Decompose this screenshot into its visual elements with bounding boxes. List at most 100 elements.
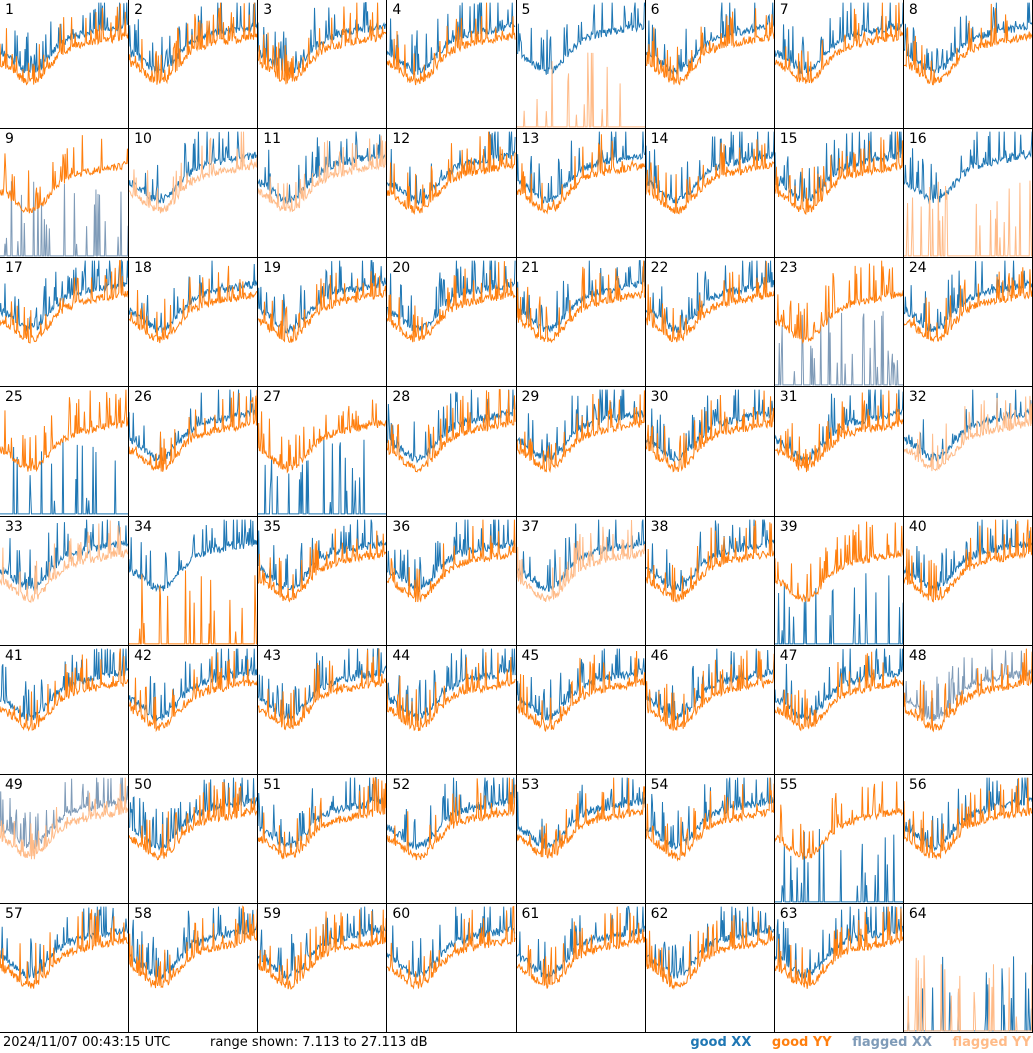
xx-series-line: [904, 648, 1032, 720]
antenna-panel: 36: [387, 516, 517, 646]
xx-series-line: [387, 648, 515, 720]
panel-number: 51: [263, 776, 282, 793]
spectrum-plot: [258, 775, 386, 903]
panel-number: 26: [134, 389, 152, 406]
panel-number: 49: [5, 776, 23, 793]
panel-number: 28: [392, 389, 411, 406]
panel-number: 38: [650, 518, 669, 535]
antenna-panel: 27: [258, 387, 388, 517]
legend-good-xx: good XX: [690, 1035, 752, 1050]
antenna-panel: 26: [129, 387, 259, 517]
antenna-panel: 17: [0, 258, 130, 388]
antenna-panel: 53: [516, 774, 646, 904]
yy-series-line: [0, 261, 128, 343]
spectrum-plot: [258, 517, 386, 645]
yy-series-line: [775, 261, 903, 343]
yy-series-line: [904, 519, 1032, 601]
yy-series-line: [646, 8, 774, 84]
xx-series-line: [646, 132, 774, 204]
panel-number: 48: [908, 647, 927, 664]
panel-number: 58: [134, 905, 152, 922]
panel-number: 41: [5, 647, 23, 664]
yy-series-line: [258, 136, 386, 212]
spectrum-plot: [129, 775, 257, 903]
yy-series-line: [129, 651, 257, 731]
spectrum-plot: [129, 904, 257, 1032]
yy-series-line: [517, 651, 645, 731]
spectrum-plot: [646, 517, 774, 645]
antenna-panel: 14: [645, 129, 775, 259]
antenna-panel: 4: [387, 0, 517, 130]
xx-series-line: [258, 648, 386, 719]
spectrum-plot: [775, 904, 903, 1032]
antenna-panel: 52: [387, 774, 517, 904]
spectrum-plot: [646, 0, 774, 128]
antenna-panel: 28: [387, 387, 517, 517]
antenna-panel: 11: [258, 129, 388, 259]
spectrum-plot: [517, 0, 645, 128]
spectrum-plot: [775, 387, 903, 515]
spectrum-plot: [775, 517, 903, 645]
xx-series-line: [775, 648, 903, 719]
yy-series-line: [387, 906, 515, 988]
antenna-panel: 34: [129, 516, 259, 646]
antenna-panel: 7: [774, 0, 904, 130]
antenna-panel: 3: [258, 0, 388, 130]
yy-series-line: [387, 777, 515, 860]
spectrum-plot: [517, 387, 645, 515]
panel-number: 53: [521, 776, 540, 793]
panel-number: 46: [650, 647, 669, 664]
antenna-panel: 8: [903, 0, 1033, 130]
antenna-panel: 22: [645, 258, 775, 388]
antenna-panel: 60: [387, 903, 517, 1033]
antenna-panel: 10: [129, 129, 259, 259]
yy-series-line: [517, 777, 645, 858]
spectrum-plot: [387, 904, 515, 1032]
panel-number: 54: [650, 776, 669, 793]
yy-series-line: [517, 519, 645, 601]
antenna-panel: 54: [645, 774, 775, 904]
antenna-panel: 21: [516, 258, 646, 388]
antenna-panel: 16: [903, 129, 1033, 259]
antenna-panel: 23: [774, 258, 904, 388]
yy-series-line: [258, 777, 386, 858]
spectrum-plot: [904, 387, 1032, 515]
antenna-panel: 61: [516, 903, 646, 1033]
antenna-panel: 55: [774, 774, 904, 904]
spectrum-plot: [775, 646, 903, 774]
spectrum-plot: [129, 129, 257, 257]
spectrum-plot: [387, 775, 515, 903]
xx-series-line: [517, 648, 645, 720]
panel-number: 50: [134, 776, 152, 793]
antenna-panel: 13: [516, 129, 646, 259]
yy-series-line: [775, 391, 903, 473]
spectrum-plot: [517, 129, 645, 257]
panel-number: 56: [908, 776, 927, 793]
antenna-panel: 5: [516, 0, 646, 130]
antenna-panel: 62: [645, 903, 775, 1033]
yy-series-line: [387, 519, 515, 601]
footer: 2024/11/07 00:43:15 UTC range shown: 7.1…: [0, 1033, 1033, 1053]
yy-series-line: [775, 906, 903, 988]
yy-series-line: [775, 3, 903, 84]
antenna-panel: 25: [0, 387, 130, 517]
xx-series-line: [0, 906, 128, 977]
yy-series-line: [129, 132, 257, 214]
antenna-panel: 42: [129, 645, 259, 775]
panel-number: 35: [263, 518, 282, 535]
panel-number: 61: [521, 905, 540, 922]
spectrum-plot: [517, 517, 645, 645]
panel-number: 31: [779, 389, 798, 406]
spectrum-plot: [775, 0, 903, 128]
xx-series-line: [646, 906, 774, 978]
spectrum-plot: [0, 129, 128, 257]
yy-series-line: [0, 135, 128, 213]
xx-series-line: [0, 519, 128, 591]
spectrum-plot: [0, 517, 128, 645]
antenna-panel: 57: [0, 903, 130, 1033]
yy-series-line: [904, 648, 1032, 730]
spectrum-plot: [904, 775, 1032, 903]
yy-series-line: [0, 777, 128, 859]
antenna-panel: 50: [129, 774, 259, 904]
range-text: range shown: 7.113 to 27.113 dB: [210, 1035, 428, 1050]
